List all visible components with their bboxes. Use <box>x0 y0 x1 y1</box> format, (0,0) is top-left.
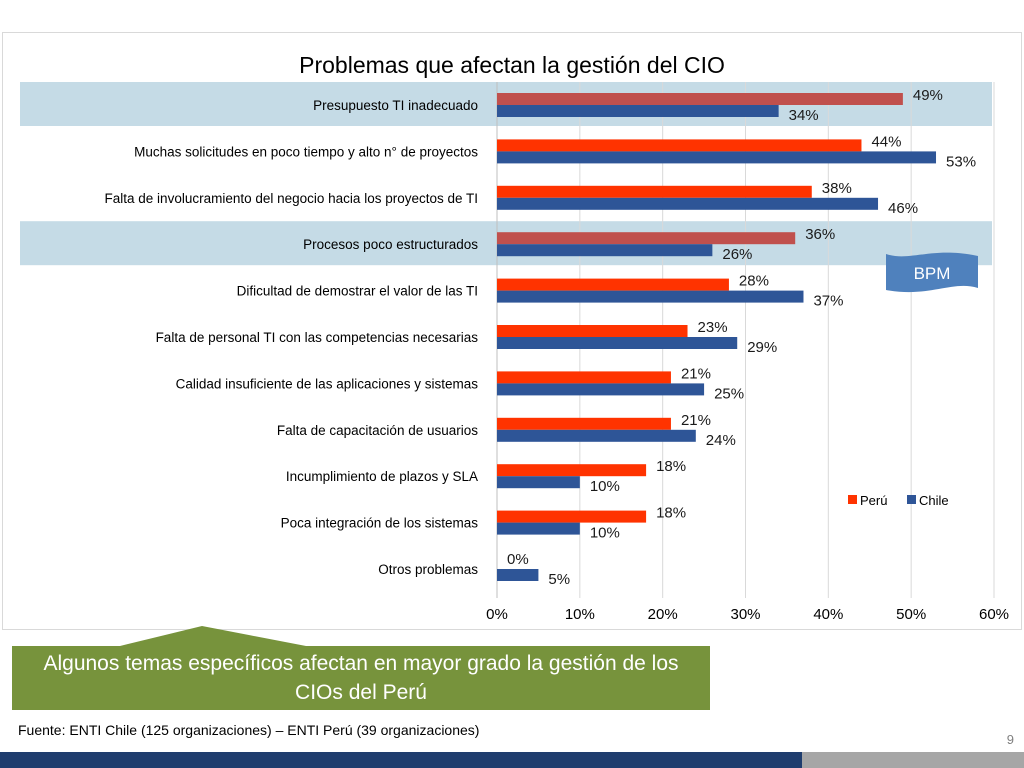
value-label-peru: 21% <box>681 365 711 382</box>
value-label-peru: 18% <box>656 458 686 475</box>
bpm-badge: BPM <box>886 252 978 293</box>
value-label-peru: 21% <box>681 412 711 429</box>
page-number: 9 <box>1006 732 1014 747</box>
legend-label-peru: Perú <box>860 493 887 508</box>
bar-chile <box>497 290 804 303</box>
bar-chile <box>497 383 705 396</box>
bars: 49%34%44%53%38%46%36%26%28%37%23%29%21%2… <box>497 87 976 588</box>
bar-peru <box>497 417 671 430</box>
value-label-peru: 49% <box>913 87 943 104</box>
bar-peru <box>497 93 903 105</box>
bar-chile <box>497 197 879 210</box>
x-tick-label: 10% <box>565 606 595 623</box>
bar-peru <box>497 185 812 198</box>
value-label-peru: 36% <box>805 226 835 243</box>
value-label-chile: 37% <box>813 293 843 310</box>
x-tick-label: 20% <box>648 606 678 623</box>
footer-bar-blue <box>0 752 802 768</box>
category-label: Poca integración de los sistemas <box>281 516 479 531</box>
bar-peru <box>497 232 796 245</box>
bar-chart: Problemas que afectan la gestión del CIO… <box>20 52 1009 623</box>
callout-pointer <box>120 626 306 646</box>
category-labels: Presupuesto TI inadecuado Muchas solicitu… <box>105 98 479 577</box>
bar-chile <box>497 151 937 164</box>
value-label-peru: 28% <box>739 273 769 290</box>
bar-peru <box>497 371 671 384</box>
bar-chile <box>497 337 738 349</box>
value-label-chile: 53% <box>946 153 976 170</box>
category-label: Muchas solicitudes en poco tiempo y alto… <box>134 144 478 159</box>
bar-peru <box>497 510 647 523</box>
x-tick-label: 30% <box>730 606 760 623</box>
legend: Perú Chile <box>848 493 949 508</box>
value-label-chile: 29% <box>747 339 777 356</box>
category-label: Falta de personal TI con las competencia… <box>156 330 479 345</box>
bpm-label: BPM <box>914 264 951 283</box>
x-tick-label: 0% <box>486 606 508 623</box>
value-label-chile: 10% <box>590 478 620 495</box>
value-label-chile: 46% <box>888 200 918 217</box>
bar-peru <box>497 139 862 152</box>
bar-chile <box>497 476 580 489</box>
value-label-chile: 5% <box>548 571 570 588</box>
bar-chile <box>497 522 580 535</box>
bar-chile <box>497 244 713 257</box>
bpm-banner-shape <box>886 252 978 293</box>
category-label: Otros problemas <box>378 562 478 577</box>
value-label-chile: 24% <box>706 432 736 449</box>
category-label: Procesos poco estructurados <box>303 237 478 252</box>
legend-label-chile: Chile <box>919 493 949 508</box>
footer-bar-gray <box>802 752 1024 768</box>
legend-swatch-chile <box>907 495 916 504</box>
category-label: Falta de involucramiento del negocio hac… <box>105 191 478 206</box>
bar-peru <box>497 464 647 477</box>
category-label: Incumplimiento de plazos y SLA <box>286 469 478 484</box>
bar-chile <box>497 105 779 117</box>
chart-title: Problemas que afectan la gestión del CIO <box>299 52 725 78</box>
category-label: Presupuesto TI inadecuado <box>313 98 478 113</box>
x-tick-label: 50% <box>896 606 926 623</box>
x-axis-ticks: 0% 10% 20% 30% 40% 50% 60% <box>486 606 1009 623</box>
legend-swatch-peru <box>848 495 857 504</box>
value-label-chile: 10% <box>590 525 620 542</box>
x-tick-label: 60% <box>979 606 1009 623</box>
bar-peru <box>497 325 688 337</box>
value-label-peru: 0% <box>507 551 529 568</box>
bar-chile <box>497 429 696 442</box>
source-note: Fuente: ENTI Chile (125 organizaciones) … <box>18 722 480 738</box>
value-label-chile: 26% <box>722 246 752 263</box>
value-label-peru: 23% <box>698 319 728 336</box>
category-label: Dificultad de demostrar el valor de las … <box>237 284 478 299</box>
value-label-peru: 38% <box>822 180 852 197</box>
callout-box: Algunos temas específicos afectan en may… <box>12 646 710 710</box>
value-label-peru: 44% <box>871 133 901 150</box>
bar-peru <box>497 278 729 291</box>
callout-text: Algunos temas específicos afectan en may… <box>43 652 679 704</box>
value-label-chile: 34% <box>789 107 819 124</box>
x-tick-label: 40% <box>813 606 843 623</box>
category-label: Falta de capacitación de usuarios <box>277 423 478 438</box>
value-label-peru: 18% <box>656 505 686 522</box>
value-label-chile: 25% <box>714 385 744 402</box>
category-label: Calidad insuficiente de las aplicaciones… <box>176 376 479 391</box>
bar-chile <box>497 569 539 581</box>
